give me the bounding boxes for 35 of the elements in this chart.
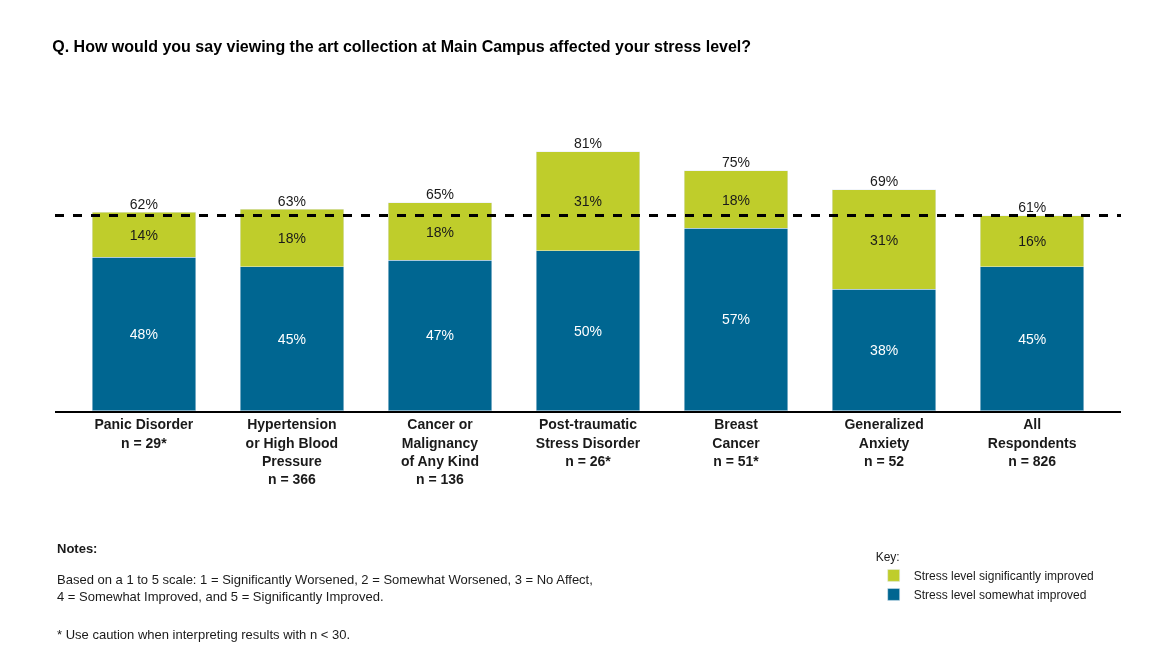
data-label: 38% — [870, 341, 899, 358]
data-label: 50% — [573, 322, 603, 339]
data-label: 48% — [129, 325, 158, 342]
data-label: 14% — [129, 226, 158, 243]
text: * Use caution when interpreting results with n < 30. — [57, 627, 351, 642]
text: Notes: — [57, 541, 98, 556]
text: Based on a 1 to 5 scale: 1 = Significantly Worsened, 2 = Somewhat Worsened, 3 = No Affect, 4 = Somewhat Improved, and 5 = Significantly Improved. — [57, 572, 593, 604]
data-label: 31% — [573, 193, 603, 210]
data-label: 47% — [425, 327, 454, 344]
x-tick-label: All Respondents n = 826 — [987, 416, 1077, 469]
total-label: 61% — [1018, 199, 1047, 216]
legend-label: Stress level somewhat improved — [913, 588, 1087, 603]
data-label: 18% — [425, 223, 454, 240]
x-tick-label: Cancer or Malignancy of Any Kind n = 136 — [400, 416, 479, 488]
total-label: 69% — [870, 173, 899, 190]
total-label: 81% — [573, 135, 603, 152]
data-label: 31% — [870, 231, 899, 248]
legend-title: Key: — [875, 549, 900, 564]
x-tick-label: Hypertension or High Blood Pressure n = 366 — [245, 416, 339, 488]
total-label: 62% — [129, 195, 158, 212]
total-label: 65% — [425, 186, 454, 203]
data-label: 57% — [722, 311, 751, 328]
x-tick-label: Post-traumatic Stress Disorder n = 26* — [535, 416, 641, 469]
data-label: 45% — [1018, 330, 1047, 347]
chart-title: Q. How would you say viewing the art collection at Main Campus affected your stress level? — [52, 37, 752, 55]
x-tick-label: Panic Disorder n = 29* — [94, 416, 194, 451]
data-label: 18% — [722, 191, 751, 208]
data-label: 16% — [1018, 233, 1047, 250]
x-tick-label: Breast Cancer n = 51* — [712, 416, 761, 469]
x-tick-label: Generalized Anxiety n = 52 — [844, 416, 924, 469]
total-label: 75% — [722, 154, 751, 171]
legend-label: Stress level significantly improved — [913, 569, 1094, 584]
total-label: 63% — [277, 192, 306, 209]
data-label: 18% — [277, 229, 306, 246]
data-label: 45% — [277, 330, 306, 347]
